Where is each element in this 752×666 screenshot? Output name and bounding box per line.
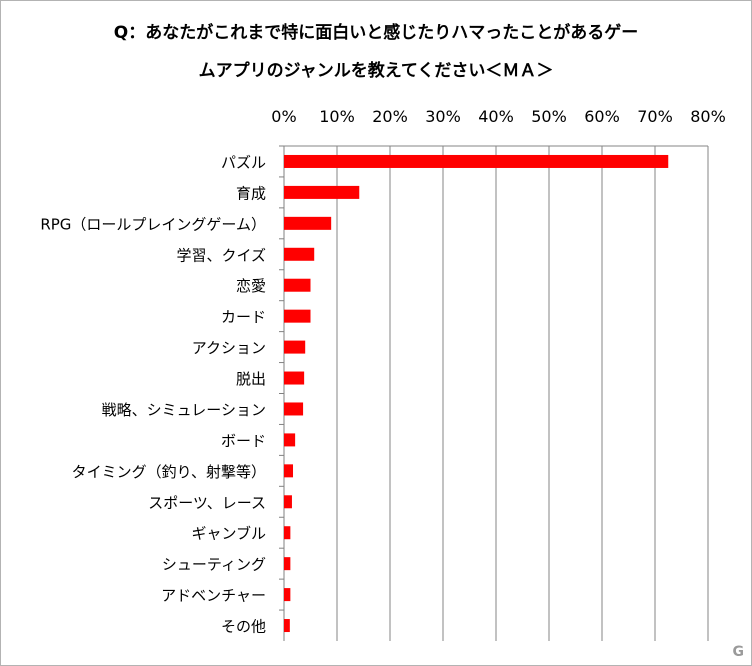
bar (284, 464, 294, 478)
bar (284, 185, 360, 199)
category-label: アドベンチャー (161, 587, 266, 605)
x-tick-label: 60% (584, 107, 620, 126)
watermark-logo: G (732, 644, 745, 660)
category-label: 脱出 (236, 370, 266, 388)
bar (284, 154, 669, 168)
category-label: 育成 (236, 184, 266, 202)
category-label: 戦略、シミュレーション (102, 401, 266, 419)
gridlines (279, 145, 709, 641)
chart-title-line-2: ムアプリのジャンルを教えてください＜ＭＡ＞ (198, 61, 554, 81)
x-tick-label: 0% (271, 107, 296, 126)
bar (284, 216, 332, 230)
bar (284, 309, 311, 323)
category-label: タイミング（釣り、射撃等） (72, 463, 266, 481)
category-label: カード (221, 308, 266, 326)
category-label: 恋愛 (236, 277, 266, 295)
x-tick-label: 20% (372, 107, 408, 126)
bar (284, 371, 305, 385)
chart-title-line-1: Q：あなたがこれまで特に面白いと感じたりハマったことがあるゲー (113, 23, 639, 43)
category-label: RPG（ロールプレイングゲーム） (40, 215, 266, 233)
bar (284, 495, 292, 509)
category-label: ボード (221, 432, 266, 450)
category-label: 学習、クイズ (176, 246, 266, 264)
bar (284, 588, 291, 602)
bar (284, 619, 290, 633)
category-label: その他 (221, 618, 266, 636)
category-label: シューティング (162, 556, 266, 574)
x-tick-label: 70% (637, 107, 673, 126)
bars (284, 154, 669, 633)
x-tick-label: 80% (690, 107, 726, 126)
x-tick-label: 50% (531, 107, 567, 126)
bar (284, 433, 296, 447)
category-label: パズル (221, 153, 266, 171)
bar (284, 247, 315, 261)
bar (284, 340, 306, 354)
bar (284, 278, 311, 292)
category-label: アクション (192, 339, 266, 357)
x-tick-label: 30% (425, 107, 461, 126)
x-tick-label: 40% (478, 107, 514, 126)
x-tick-labels: 0% 10% 20% 30% 40% 50% 60% 70% 80% (271, 107, 725, 126)
bar (284, 557, 291, 571)
bar (284, 526, 291, 540)
bar (284, 402, 304, 416)
category-label: スポーツ、レース (148, 494, 266, 512)
x-tick-label: 10% (319, 107, 355, 126)
category-label: ギャンブル (191, 525, 266, 543)
